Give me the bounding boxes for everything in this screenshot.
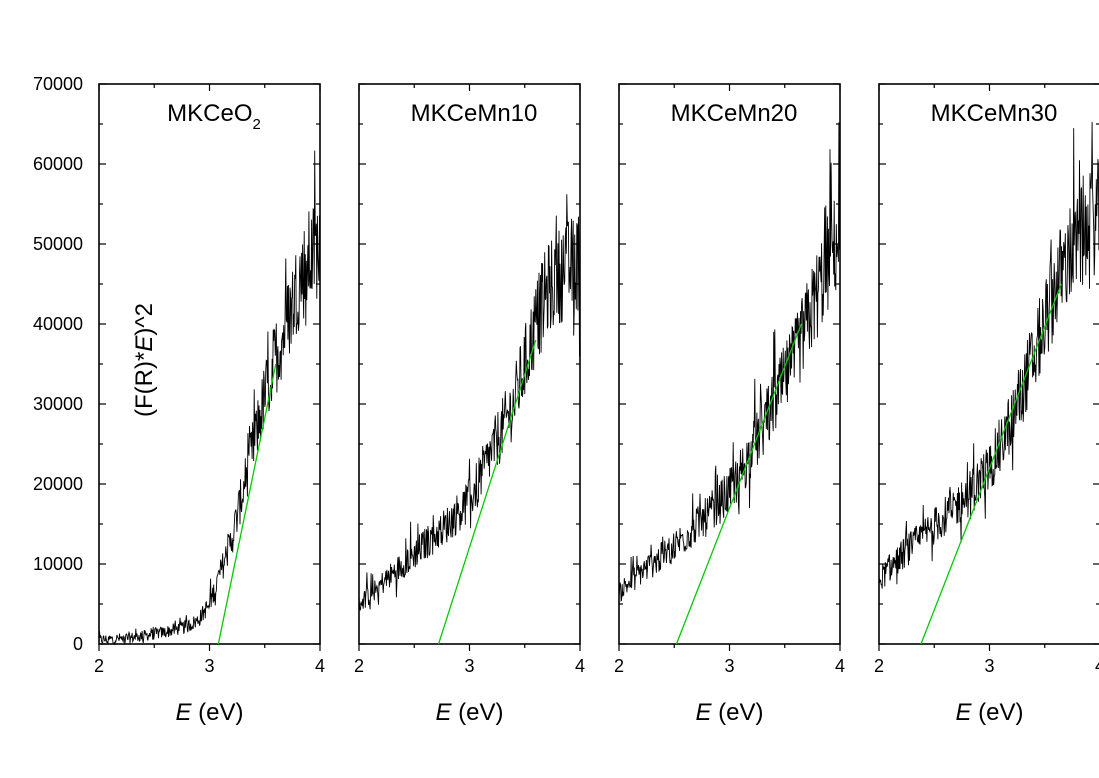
x-axis-label-italic: E [435,699,452,726]
x-tick-label: 2 [94,656,104,676]
panel-title: MKCeMn20 [671,100,798,127]
spectrum-line [878,121,1099,589]
x-axis-label-rest: (eV) [452,699,504,726]
y-tick-label: 0 [73,634,83,654]
panel-title-main: MKCeO [167,100,252,127]
panel-title-main: MKCeMn20 [671,100,798,127]
x-tick-label: 4 [575,656,585,676]
x-tick-label: 2 [614,656,624,676]
x-tick-label: 2 [874,656,884,676]
y-axis-label-italic: E [131,335,158,352]
x-tick-label: 3 [204,656,214,676]
tauc-fit-line [437,339,537,645]
panel-title-main: MKCeMn30 [931,100,1058,127]
y-tick-label: 40000 [33,314,83,334]
tauc-fit-line [217,363,277,645]
x-axis-label-italic: E [695,699,712,726]
x-axis-label: E (eV) [435,699,503,726]
x-tick-label: 3 [984,656,994,676]
panel-mkcemn20: 2 3 4 MKCeMn20 E (eV) [614,83,845,726]
panel-mkcemn10: 2 3 4 MKCeMn10 E (eV) [354,83,585,726]
y-axis: 0 10000 20000 30000 40000 50000 60000 70000 [33,74,83,654]
x-tick-label: 4 [835,656,845,676]
tauc-fit-line [920,283,1062,645]
x-axis-label: E (eV) [175,699,243,726]
tauc-fit-line [675,323,802,645]
y-tick-label: 50000 [33,234,83,254]
x-tick-label: 3 [464,656,474,676]
x-axis-label: E (eV) [695,699,763,726]
spectrum-line [358,194,581,611]
x-tick-label: 4 [1095,656,1099,676]
panel-frame [878,83,1099,645]
y-tick-label: 70000 [33,74,83,94]
x-tick-label: 2 [354,656,364,676]
spectrum-line [618,122,841,603]
y-axis-label: (F(R)*E)^2 [131,303,158,417]
panel-frame [358,83,581,645]
x-axis-label-italic: E [175,699,192,726]
panel-title: MKCeMn10 [411,100,538,127]
x-axis-label-rest: (eV) [972,699,1024,726]
y-axis-label-post: )^2 [131,303,158,336]
spectrum-line [98,150,321,646]
x-axis-label-italic: E [955,699,972,726]
x-axis-label: E (eV) [955,699,1023,726]
y-axis-label-pre: (F(R)* [131,352,158,417]
panel-title: MKCeMn30 [931,100,1058,127]
y-tick-label: 60000 [33,154,83,174]
panel-title-subscript: 2 [253,116,261,133]
y-tick-label: 20000 [33,474,83,494]
panel-mkcemn30: 2 3 4 MKCeMn30 E (eV) [874,83,1099,726]
y-tick-label: 10000 [33,554,83,574]
x-axis-label-rest: (eV) [192,699,244,726]
x-axis-label-rest: (eV) [712,699,764,726]
panel-title-main: MKCeMn10 [411,100,538,127]
y-tick-label: 30000 [33,394,83,414]
x-tick-label: 4 [315,656,325,676]
x-tick-label: 3 [724,656,734,676]
panel-title: MKCeO2 [167,100,261,133]
